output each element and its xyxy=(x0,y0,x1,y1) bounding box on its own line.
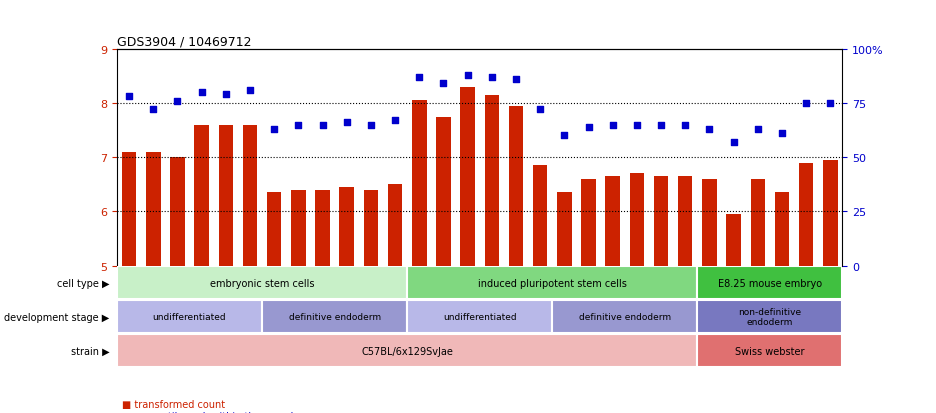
Bar xyxy=(823,161,838,266)
Bar xyxy=(751,180,765,266)
Point xyxy=(388,118,402,124)
Bar xyxy=(146,152,161,266)
Point xyxy=(194,90,209,96)
Text: induced pluripotent stem cells: induced pluripotent stem cells xyxy=(477,278,627,288)
Bar xyxy=(702,180,717,266)
Bar xyxy=(407,267,697,299)
Bar xyxy=(195,125,209,266)
Point xyxy=(242,88,257,94)
Bar xyxy=(267,193,282,266)
Point xyxy=(508,76,523,83)
Point xyxy=(533,107,548,114)
Bar xyxy=(242,125,257,266)
Text: Swiss webster: Swiss webster xyxy=(735,346,805,356)
Bar xyxy=(697,301,842,333)
Point xyxy=(629,122,644,128)
Bar xyxy=(581,180,596,266)
Bar xyxy=(533,166,548,266)
Point xyxy=(218,92,233,98)
Point xyxy=(363,122,378,128)
Bar xyxy=(606,177,620,266)
Bar xyxy=(509,107,523,266)
Point xyxy=(315,122,330,128)
Point xyxy=(606,122,621,128)
Point xyxy=(412,74,427,81)
Bar xyxy=(697,335,842,367)
Point xyxy=(581,124,596,131)
Bar xyxy=(412,101,427,266)
Point xyxy=(484,74,499,81)
Bar xyxy=(630,174,644,266)
Text: GDS3904 / 10469712: GDS3904 / 10469712 xyxy=(117,36,252,48)
Bar xyxy=(726,215,741,266)
Point xyxy=(751,126,766,133)
Bar xyxy=(485,95,499,266)
Point xyxy=(461,72,475,79)
Point xyxy=(774,131,789,137)
Bar xyxy=(262,301,407,333)
Text: cell type ▶: cell type ▶ xyxy=(57,278,110,288)
Bar xyxy=(340,188,354,266)
Text: definitive endoderm: definitive endoderm xyxy=(288,312,381,321)
Bar xyxy=(117,267,407,299)
Bar xyxy=(117,335,697,367)
Bar xyxy=(697,267,842,299)
Point xyxy=(146,107,161,114)
Text: ■ percentile rank within the sample: ■ percentile rank within the sample xyxy=(122,411,300,413)
Bar xyxy=(436,117,450,266)
Text: undifferentiated: undifferentiated xyxy=(153,312,227,321)
Text: development stage ▶: development stage ▶ xyxy=(5,312,110,322)
Point xyxy=(557,133,572,140)
Bar xyxy=(799,163,813,266)
Point xyxy=(798,100,813,107)
Bar xyxy=(461,88,475,266)
Point xyxy=(436,81,451,88)
Text: definitive endoderm: definitive endoderm xyxy=(578,312,671,321)
Text: E8.25 mouse embryo: E8.25 mouse embryo xyxy=(718,278,822,288)
Point xyxy=(339,120,354,126)
Bar xyxy=(388,185,402,266)
Text: ■ transformed count: ■ transformed count xyxy=(122,399,225,409)
Bar xyxy=(219,125,233,266)
Bar xyxy=(122,152,137,266)
Point xyxy=(823,100,838,107)
Text: embryonic stem cells: embryonic stem cells xyxy=(210,278,314,288)
Text: non-definitive
endoderm: non-definitive endoderm xyxy=(739,307,801,327)
Point xyxy=(122,94,137,100)
Point xyxy=(291,122,306,128)
Point xyxy=(170,98,185,105)
Bar xyxy=(557,193,572,266)
Bar xyxy=(315,190,329,266)
Bar xyxy=(775,193,789,266)
Text: C57BL/6x129SvJae: C57BL/6x129SvJae xyxy=(361,346,453,356)
Bar xyxy=(117,301,262,333)
Bar xyxy=(363,190,378,266)
Text: strain ▶: strain ▶ xyxy=(71,346,110,356)
Point xyxy=(653,122,668,128)
Bar xyxy=(291,190,305,266)
Bar xyxy=(654,177,668,266)
Bar xyxy=(552,301,697,333)
Text: undifferentiated: undifferentiated xyxy=(443,312,517,321)
Point xyxy=(726,139,741,146)
Bar xyxy=(678,177,693,266)
Bar xyxy=(407,301,552,333)
Bar xyxy=(170,158,184,266)
Point xyxy=(702,126,717,133)
Point xyxy=(267,126,282,133)
Point xyxy=(678,122,693,128)
